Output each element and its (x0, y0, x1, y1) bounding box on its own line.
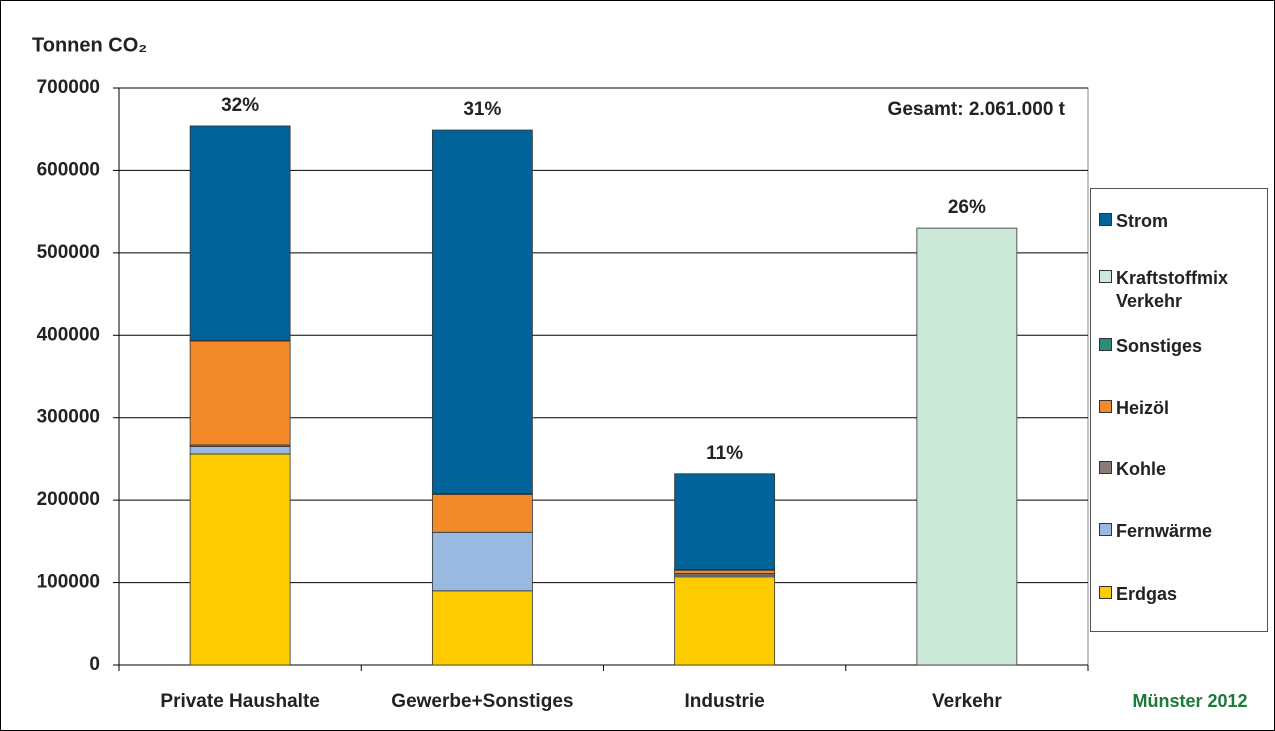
bar-segment (431, 493, 533, 533)
legend-item: Kraftstoffmix Verkehr (1099, 267, 1264, 313)
y-tick-label: 700000 (37, 77, 100, 98)
legend-swatch (1099, 338, 1112, 351)
legend-item: Strom (1099, 210, 1264, 233)
legend-item: Heizöl (1099, 397, 1264, 420)
legend-label: Kohle (1116, 459, 1167, 479)
legend-swatch (1099, 523, 1112, 536)
x-tick-label: Industrie (685, 691, 765, 712)
bar-segment (916, 227, 1018, 666)
y-tick-label: 400000 (37, 324, 100, 345)
legend-label: Fernwärme (1116, 521, 1213, 541)
legend: Strom Kraftstoffmix Verkehr Sonstiges Heizö… (1090, 188, 1268, 632)
y-tick-label: 500000 (37, 242, 100, 263)
legend-swatch (1099, 270, 1112, 283)
x-tick-label: Verkehr (932, 691, 1002, 712)
footer: Münster 2012 (1132, 691, 1247, 711)
bar-segment (431, 129, 533, 494)
share-label: 26% (948, 197, 986, 218)
legend-swatch (1099, 461, 1112, 474)
legend-label: Sonstiges (1116, 336, 1203, 356)
legend-item: Sonstiges (1099, 335, 1264, 358)
bar-segment (189, 446, 291, 455)
bar-segment (674, 569, 776, 574)
bar-segment (431, 590, 533, 666)
bar-segment (189, 340, 291, 446)
legend-swatch (1099, 213, 1112, 226)
legend-item: Fernwärme (1099, 520, 1264, 543)
legend-swatch (1099, 586, 1112, 599)
bar-segment (674, 576, 776, 666)
share-label: 11% (706, 443, 743, 464)
legend-label: Strom (1116, 211, 1169, 231)
y-tick-label: 0 (89, 654, 100, 675)
total-annotation: Gesamt: 2.061.000 t (888, 99, 1066, 120)
y-tick-label: 300000 (37, 407, 100, 428)
legend-label: Heizöl (1116, 398, 1170, 418)
bar-segment (674, 473, 776, 570)
legend-label: Kraftstoffmix Verkehr (1116, 268, 1229, 311)
share-label: 32% (221, 95, 259, 116)
legend-label: Erdgas (1116, 584, 1178, 604)
bar-segment (189, 125, 291, 341)
legend-item: Erdgas (1099, 583, 1264, 606)
y-tick-label: 200000 (37, 489, 100, 510)
bar-segment (431, 531, 533, 592)
chart-title: Tonnen CO₂ (32, 34, 147, 56)
bar-segment (189, 453, 291, 666)
y-tick-label: 100000 (37, 572, 100, 593)
y-tick-label: 600000 (37, 159, 100, 180)
x-tick-label: Private Haushalte (160, 691, 319, 712)
legend-item: Kohle (1099, 458, 1264, 481)
x-tick-label: Gewerbe+Sonstiges (391, 691, 573, 712)
legend-swatch (1099, 400, 1112, 413)
share-label: 31% (463, 99, 501, 120)
